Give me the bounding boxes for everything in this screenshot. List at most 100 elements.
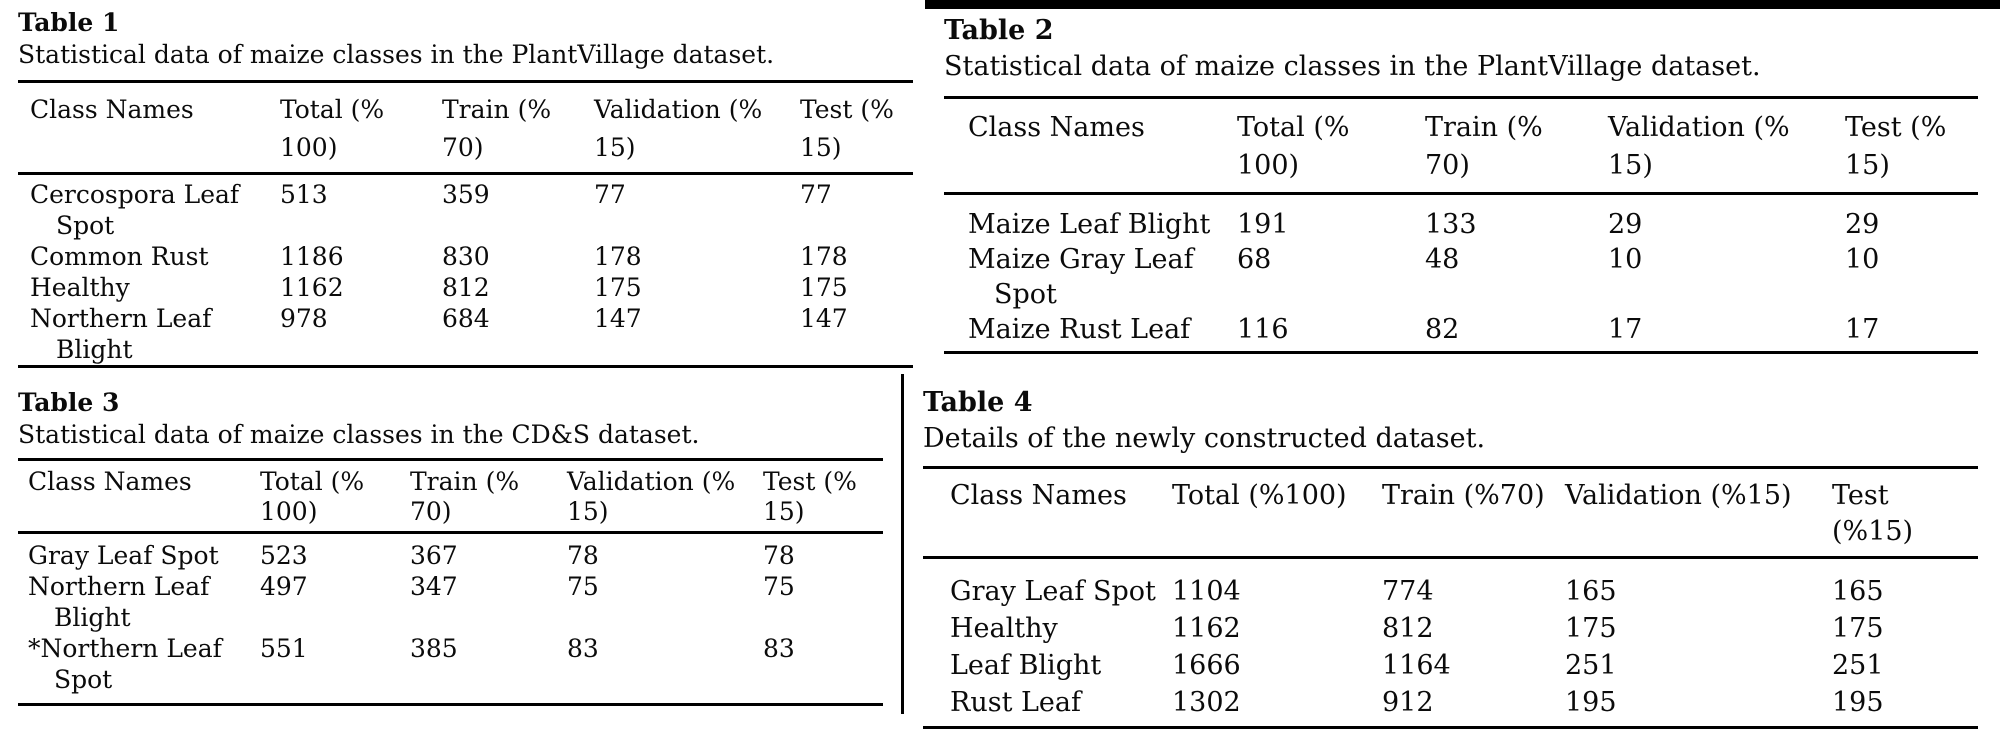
table-title: Table 2 (944, 15, 1054, 46)
cell-value: 165 (1565, 576, 1617, 607)
cell-class-name: Healthy (950, 613, 1058, 644)
cell-class-name: Maize Leaf Blight (968, 209, 1211, 240)
table-header-row: Class Names Total (% 100) Train (% 70) Vali… (18, 80, 913, 175)
cell-value: 68 (1237, 244, 1272, 275)
cell-class-name: *Northern Leaf Spot (28, 634, 222, 694)
column-header: Test (% 15) (1845, 112, 1947, 181)
cell-value: 1104 (1172, 576, 1241, 607)
cell-value: 29 (1845, 209, 1880, 240)
cell-value: 83 (567, 634, 599, 663)
cell-value: 551 (260, 634, 308, 663)
cell-value: 78 (763, 541, 795, 570)
cell-value: 82 (1425, 314, 1460, 345)
cell-value: 48 (1425, 244, 1460, 275)
column-divider-line (901, 374, 904, 714)
column-header: Test (%15) (1832, 480, 1914, 547)
table-header-row: Class Names Total (% 100) Train (% 70) Vali… (18, 458, 883, 534)
cell-value: 175 (800, 273, 848, 302)
cell-class-name: Maize Gray Leaf Spot (968, 244, 1194, 310)
cell-value: 1162 (1172, 613, 1241, 644)
cell-value: 175 (594, 273, 642, 302)
column-header: Class Names (28, 467, 192, 496)
cell-value: 10 (1845, 244, 1880, 275)
column-header: Validation (% 15) (567, 467, 736, 526)
cell-value: 83 (763, 634, 795, 663)
table-title: Table 3 (18, 388, 120, 417)
cell-value: 347 (410, 572, 458, 601)
cell-value: 523 (260, 541, 308, 570)
column-header: Class Names (30, 95, 194, 124)
cell-value: 78 (567, 541, 599, 570)
cell-value: 497 (260, 572, 308, 601)
table-body: Cercospora Leaf Spot 513 359 77 77 Common Rus… (18, 175, 913, 368)
cell-value: 251 (1565, 650, 1617, 681)
table-caption: Statistical data of maize classes in the… (944, 51, 1761, 82)
cell-class-name: Cercospora Leaf Spot (30, 180, 240, 240)
table-caption: Details of the newly constructed dataset… (923, 423, 1486, 454)
table-title: Table 1 (18, 8, 120, 37)
column-header: Class Names (968, 112, 1145, 143)
column-header: Class Names (950, 480, 1127, 511)
table-4-block: Table 4 Details of the newly constructed… (923, 386, 1978, 729)
column-header: Total (% 100) (260, 467, 365, 526)
top-right-black-bar (925, 0, 2000, 9)
table-header-row: Class Names Total (%100) Train (%70) Valida… (923, 466, 1978, 559)
cell-value: 178 (800, 242, 848, 271)
cell-value: 830 (442, 242, 490, 271)
column-header: Test (% 15) (800, 95, 894, 162)
cell-value: 513 (280, 180, 328, 209)
cell-value: 175 (1565, 613, 1617, 644)
column-header: Test (% 15) (763, 467, 857, 526)
cell-value: 1162 (280, 273, 344, 302)
column-header: Validation (% 15) (1608, 112, 1790, 181)
cell-value: 1302 (1172, 687, 1241, 718)
cell-value: 147 (800, 304, 848, 333)
cell-value: 116 (1237, 314, 1289, 345)
cell-value: 1164 (1382, 650, 1451, 681)
cell-value: 178 (594, 242, 642, 271)
column-header: Train (%70) (1382, 480, 1545, 511)
cell-value: 29 (1608, 209, 1643, 240)
cell-value: 147 (594, 304, 642, 333)
table-caption: Statistical data of maize classes in the… (18, 420, 700, 449)
cell-value: 175 (1832, 613, 1884, 644)
cell-value: 77 (594, 180, 626, 209)
cell-class-name: Healthy (30, 273, 130, 302)
column-header: Validation (% 15) (594, 95, 763, 162)
cell-value: 684 (442, 304, 490, 333)
table-1-block: Table 1 Statistical data of maize classe… (18, 8, 913, 368)
cell-value: 1666 (1172, 650, 1241, 681)
cell-value: 75 (763, 572, 795, 601)
cell-value: 812 (1382, 613, 1434, 644)
column-header: Train (% 70) (1425, 112, 1543, 181)
cell-value: 17 (1845, 314, 1880, 345)
cell-class-name: Gray Leaf Spot (28, 541, 219, 570)
cell-value: 385 (410, 634, 458, 663)
cell-value: 17 (1608, 314, 1643, 345)
cell-value: 1186 (280, 242, 344, 271)
cell-value: 359 (442, 180, 490, 209)
table-2-block: Table 2 Statistical data of maize classe… (944, 14, 1978, 354)
table-body: Gray Leaf Spot 1104 774 165 165 Healthy 1162 81… (923, 559, 1978, 729)
cell-class-name: Gray Leaf Spot (950, 576, 1156, 607)
cell-value: 774 (1382, 576, 1434, 607)
column-header: Total (% 100) (280, 95, 385, 162)
cell-class-name: Maize Rust Leaf (968, 314, 1191, 345)
cell-value: 912 (1382, 687, 1434, 718)
column-header: Total (% 100) (1237, 112, 1350, 181)
column-header: Total (%100) (1172, 480, 1347, 511)
cell-class-name: Northern Leaf Blight (30, 304, 212, 364)
cell-value: 133 (1425, 209, 1477, 240)
table-body: Gray Leaf Spot 523 367 78 78 Northern Leaf Bl… (18, 534, 883, 706)
cell-value: 165 (1832, 576, 1884, 607)
table-header-row: Class Names Total (% 100) Train (% 70) Vali… (944, 96, 1978, 195)
column-header: Train (% 70) (442, 95, 552, 162)
table-title: Table 4 (923, 387, 1033, 418)
cell-class-name: Northern Leaf Blight (28, 572, 210, 632)
cell-value: 812 (442, 273, 490, 302)
column-header: Train (% 70) (410, 467, 520, 526)
cell-class-name: Leaf Blight (950, 650, 1102, 681)
table-3-block: Table 3 Statistical data of maize classe… (18, 388, 883, 706)
cell-value: 10 (1608, 244, 1643, 275)
cell-value: 75 (567, 572, 599, 601)
